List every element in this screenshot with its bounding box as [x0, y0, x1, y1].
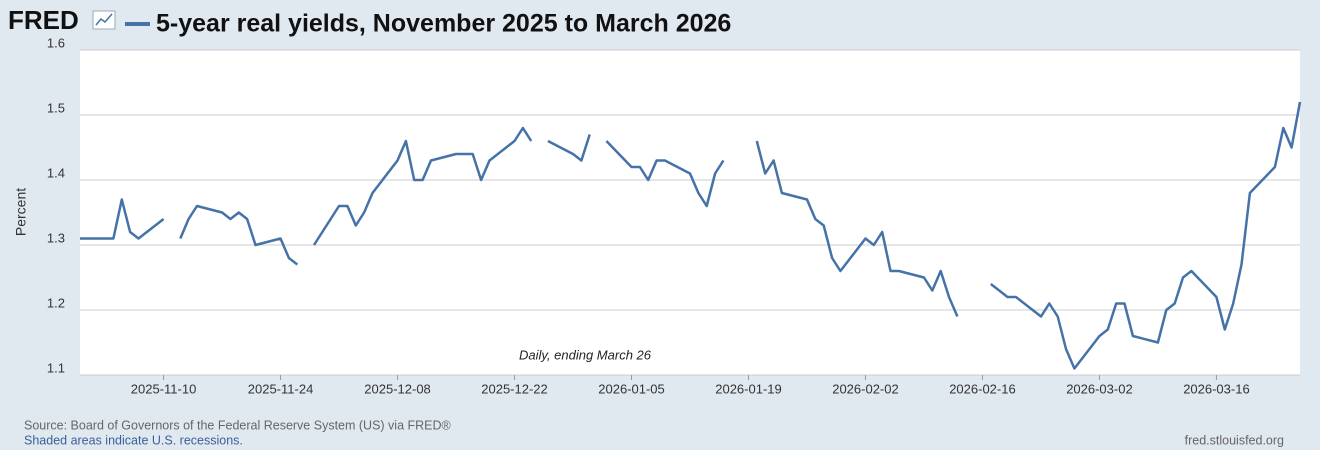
annotation: Daily, ending March 26	[519, 347, 652, 362]
y-tick-label: 1.1	[47, 360, 65, 375]
x-tick-label: 2026-02-02	[832, 381, 899, 396]
site: fred.stlouisfed.org	[1185, 433, 1284, 447]
x-tick-label: 2026-02-16	[949, 381, 1016, 396]
brand: FRED	[8, 5, 79, 35]
x-tick-label: 2026-03-16	[1183, 381, 1250, 396]
x-tick-label: 2025-11-10	[131, 381, 197, 396]
y-tick-label: 1.6	[47, 35, 65, 50]
y-tick-label: 1.2	[47, 295, 65, 310]
recession-note: Shaded areas indicate U.S. recessions.	[24, 433, 243, 447]
plot-area	[80, 50, 1300, 375]
y-tick-label: 1.5	[47, 100, 65, 115]
source: Source: Board of Governors of the Federa…	[24, 418, 452, 432]
x-tick-label: 2026-01-05	[598, 381, 665, 396]
x-tick-label: 2026-01-19	[715, 381, 782, 396]
x-tick-label: 2025-12-22	[481, 381, 548, 396]
logo-icon-line	[95, 13, 113, 26]
chart-title: 5-year real yields, November 2025 to Mar…	[156, 10, 731, 38]
logo-icon	[92, 10, 116, 30]
y-tick-label: 1.3	[47, 230, 65, 245]
series-line	[80, 101, 1302, 370]
y-axis-label: Percent	[13, 188, 29, 236]
x-tick-label: 2025-12-08	[364, 381, 431, 396]
y-tick-label: 1.4	[47, 165, 65, 180]
x-tick-label: 2025-11-24	[248, 381, 314, 396]
x-tick-label: 2026-03-02	[1066, 381, 1133, 396]
